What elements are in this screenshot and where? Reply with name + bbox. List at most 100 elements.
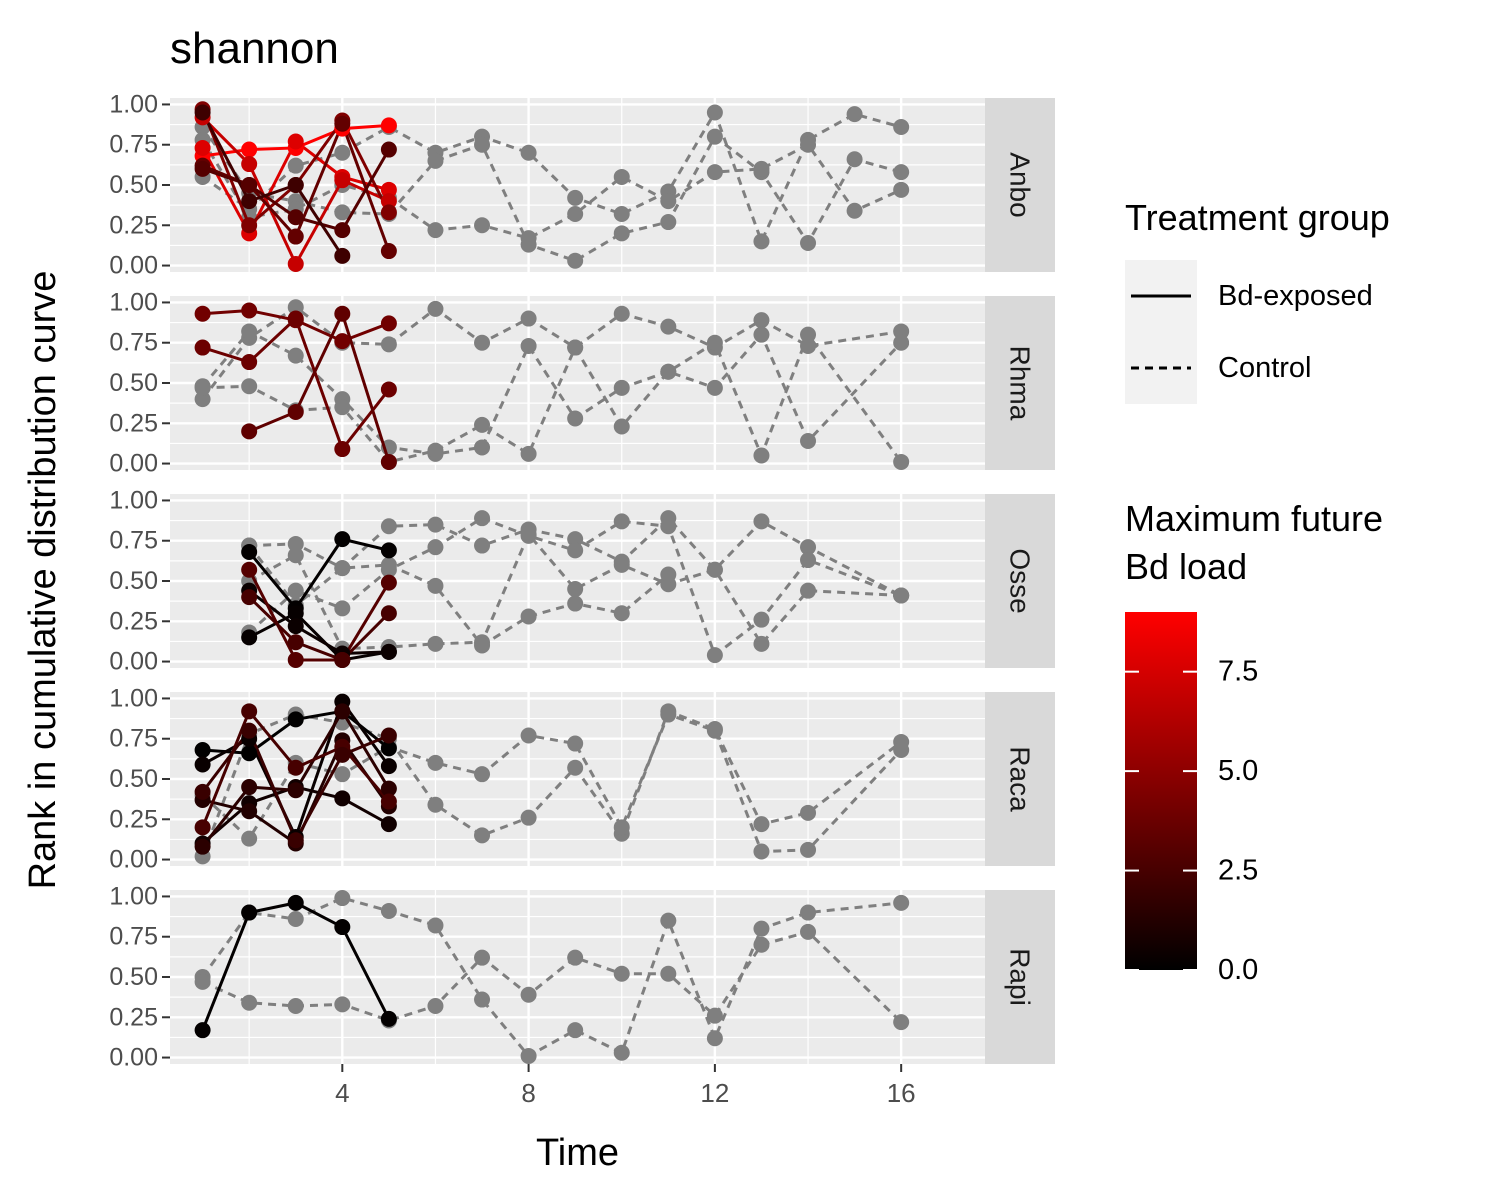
control-point bbox=[613, 418, 630, 435]
exposed-point bbox=[194, 838, 211, 855]
exposed-series-line bbox=[248, 596, 390, 662]
exposed-point bbox=[287, 759, 304, 776]
facet-strip-label: Raca bbox=[1005, 746, 1036, 812]
control-point bbox=[613, 513, 630, 530]
load-colorbar-legend: Maximum future Bd load 0.0 2.5 5.0 7.5 bbox=[1125, 498, 1383, 986]
y-tick-label: 0.25 bbox=[109, 409, 158, 437]
y-tick-label: 0.75 bbox=[109, 131, 158, 159]
exposed-point bbox=[334, 790, 351, 807]
colorbar-tick-label: 5.0 bbox=[1218, 755, 1258, 787]
control-point bbox=[334, 560, 351, 577]
exposed-point bbox=[334, 115, 351, 132]
control-point bbox=[334, 204, 351, 221]
control-point bbox=[334, 890, 351, 907]
control-point bbox=[520, 986, 537, 1003]
control-point bbox=[613, 168, 630, 185]
colorbar-tick-label: 2.5 bbox=[1218, 855, 1258, 887]
control-point bbox=[706, 561, 723, 578]
control-point bbox=[427, 222, 444, 239]
control-point bbox=[520, 727, 537, 744]
control-point bbox=[334, 996, 351, 1013]
control-point bbox=[241, 323, 258, 340]
exposed-point bbox=[194, 160, 211, 177]
control-point bbox=[474, 416, 491, 433]
control-point bbox=[427, 998, 444, 1014]
control-point bbox=[613, 379, 630, 396]
exposed-point bbox=[241, 703, 258, 720]
y-tick-label: 0.25 bbox=[109, 211, 158, 239]
control-point bbox=[241, 378, 258, 395]
control-point bbox=[613, 225, 630, 242]
control-point bbox=[474, 949, 491, 966]
exposed-point bbox=[241, 193, 258, 210]
control-point bbox=[474, 827, 491, 844]
treatment-legend: Treatment group Bd-exposed Control bbox=[1125, 197, 1390, 404]
y-tick-label: 0.75 bbox=[109, 923, 158, 951]
facet-strip-label: Rapi bbox=[1005, 948, 1036, 1006]
exposed-point bbox=[380, 381, 397, 398]
control-point bbox=[567, 595, 584, 612]
control-point bbox=[520, 144, 537, 161]
control-point bbox=[706, 1007, 723, 1024]
exposed-series-line bbox=[248, 309, 391, 463]
control-point bbox=[753, 611, 770, 628]
control-series-line bbox=[248, 531, 902, 651]
exposed-point bbox=[380, 740, 397, 757]
exposed-point bbox=[287, 310, 304, 327]
control-point bbox=[474, 136, 491, 153]
control-point bbox=[334, 766, 351, 783]
control-point bbox=[800, 904, 817, 921]
control-point bbox=[567, 581, 584, 598]
control-point bbox=[194, 391, 211, 408]
exposed-point bbox=[194, 104, 211, 121]
y-tick-label: 0.00 bbox=[109, 648, 158, 676]
control-point bbox=[334, 600, 351, 617]
control-point bbox=[753, 312, 770, 329]
exposed-point bbox=[334, 305, 351, 322]
y-tick-label: 0.50 bbox=[109, 567, 158, 595]
control-series-line bbox=[248, 516, 902, 658]
exposed-point bbox=[380, 816, 397, 833]
control-point bbox=[474, 334, 491, 351]
exposed-point bbox=[241, 745, 258, 762]
exposed-series-line bbox=[248, 589, 389, 656]
exposed-point bbox=[194, 139, 211, 156]
exposed-point bbox=[287, 782, 304, 799]
exposed-point bbox=[334, 703, 351, 720]
control-point bbox=[706, 104, 723, 121]
exposed-point bbox=[334, 919, 351, 936]
y-tick-label: 0.50 bbox=[109, 171, 158, 199]
control-point bbox=[613, 1044, 630, 1061]
exposed-point bbox=[380, 793, 397, 810]
control-point bbox=[334, 399, 351, 416]
control-point bbox=[427, 577, 444, 594]
exposed-point bbox=[241, 803, 258, 820]
exposed-point bbox=[241, 561, 258, 578]
control-point bbox=[893, 587, 910, 604]
exposed-point bbox=[287, 133, 304, 150]
control-point bbox=[613, 206, 630, 222]
control-point bbox=[474, 217, 491, 234]
chart-title: shannon bbox=[170, 24, 339, 73]
control-point bbox=[800, 923, 817, 940]
control-point bbox=[846, 151, 863, 168]
exposed-point bbox=[194, 783, 211, 800]
colorbar-legend-title: Maximum future bbox=[1125, 498, 1383, 539]
exposed-point bbox=[287, 404, 304, 420]
exposed-point bbox=[194, 742, 211, 758]
x-tick-label: 8 bbox=[521, 1078, 535, 1108]
exposed-point bbox=[334, 651, 351, 668]
exposed-point bbox=[241, 141, 258, 158]
exposed-point bbox=[241, 629, 258, 646]
control-point bbox=[893, 119, 910, 135]
control-point bbox=[660, 965, 677, 982]
control-point bbox=[893, 453, 910, 470]
control-point bbox=[474, 510, 491, 527]
y-tick-label: 0.50 bbox=[109, 369, 158, 397]
x-tick-label: 4 bbox=[335, 1078, 349, 1108]
y-tick-label: 0.25 bbox=[109, 805, 158, 833]
y-tick-label: 0.75 bbox=[109, 725, 158, 753]
control-point bbox=[427, 796, 444, 813]
control-point bbox=[427, 754, 444, 771]
control-point bbox=[380, 556, 397, 573]
